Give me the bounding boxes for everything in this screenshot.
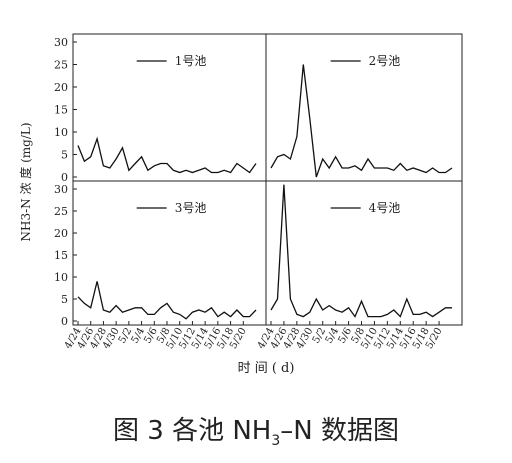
y-tick-label: 5 <box>61 293 68 306</box>
panel-2: 2号池 <box>265 33 463 182</box>
nh3n-figure: NH3-N 浓 度 (mg/L) 时 间 ( d) 0 5 10 15 20 25 30 1号… <box>18 33 463 376</box>
y-tick-label: 15 <box>54 104 68 117</box>
x-axis-label: 时 间 ( d) <box>238 361 295 376</box>
panel-4: 4/244/264/284/305/25/45/65/85/105/125/14… <box>256 180 463 351</box>
legend-label: 1号池 <box>175 54 207 68</box>
y-tick-label: 10 <box>54 271 68 284</box>
panel-3: 0510152025304/244/264/284/305/25/45/65/8… <box>54 180 267 351</box>
legend-label: 3号池 <box>175 201 207 215</box>
y-tick-label: 5 <box>61 149 68 162</box>
y-tick-label: 0 <box>61 315 68 328</box>
legend-label: 4号池 <box>369 201 401 215</box>
panel-frame <box>265 180 463 326</box>
y-axis-label: NH3-N 浓 度 (mg/L) <box>18 122 33 241</box>
panel-1: 0 5 10 15 20 25 30 1号池 <box>54 33 267 184</box>
caption-suffix: –N 数据图 <box>280 416 399 446</box>
panel-frame <box>265 33 463 182</box>
y-tick-label: 30 <box>54 36 68 49</box>
y-tick-label: 20 <box>54 81 68 94</box>
y-tick-label: 25 <box>54 205 68 218</box>
y-tick-label: 30 <box>54 183 68 196</box>
series-line <box>77 136 257 174</box>
figure-caption: 图 3 各池 NH3–N 数据图 <box>0 410 512 449</box>
legend-label: 2号池 <box>369 54 401 68</box>
series-line <box>77 281 257 320</box>
y-tick-label: 25 <box>54 59 68 72</box>
caption-prefix: 图 3 各池 NH <box>113 416 272 446</box>
y-tick-label: 15 <box>54 249 68 262</box>
series-line <box>270 184 452 318</box>
caption-subscript: 3 <box>271 433 281 450</box>
y-tick-label: 20 <box>54 227 68 240</box>
series-line <box>270 64 453 178</box>
y-tick-label: 0 <box>61 171 68 184</box>
y-tick-label: 10 <box>54 126 68 139</box>
